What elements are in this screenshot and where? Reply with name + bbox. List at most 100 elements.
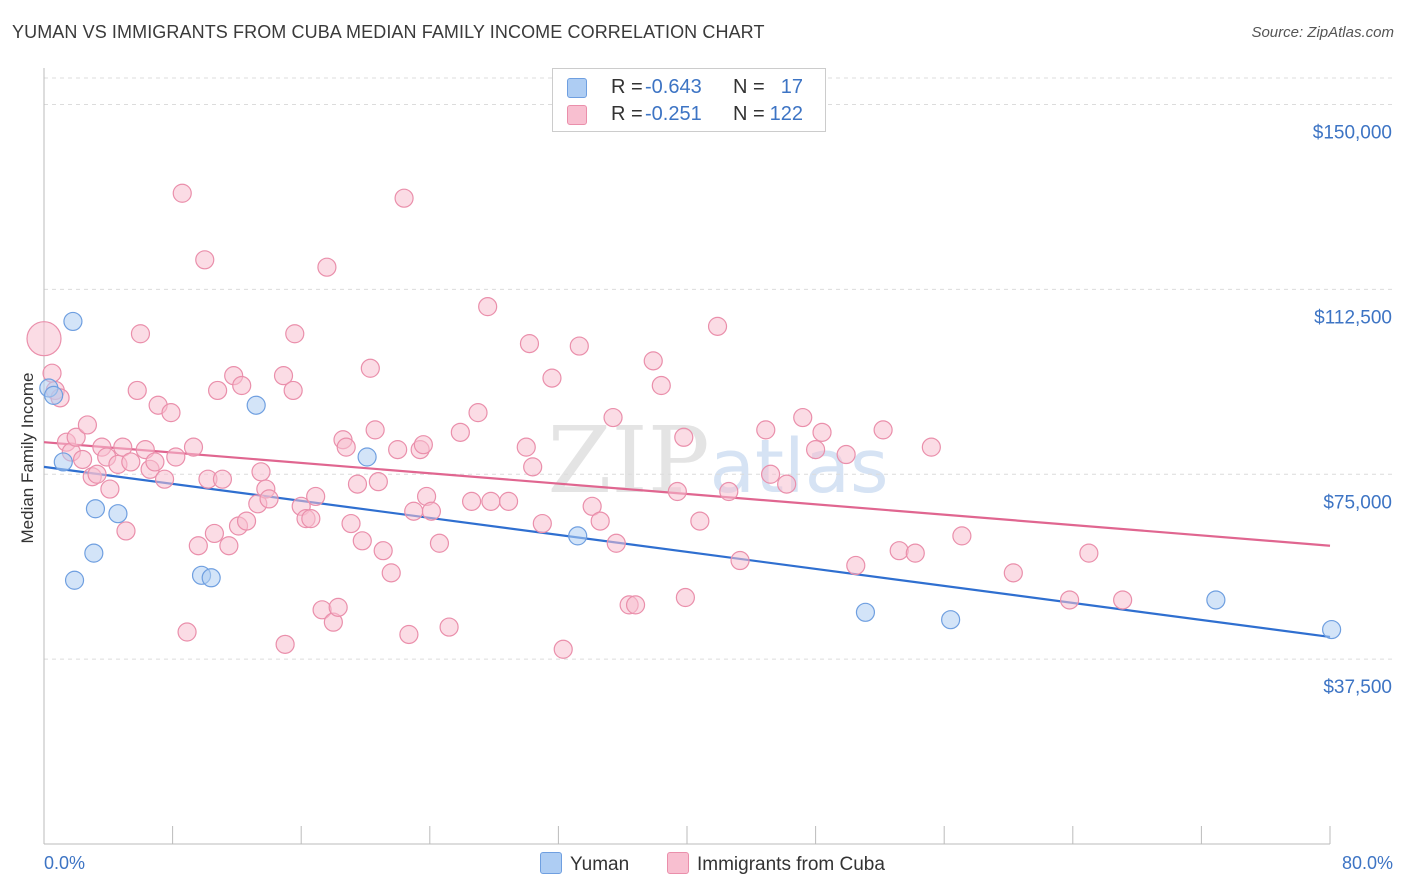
yuman-n-value: 17 bbox=[780, 76, 803, 98]
cuba-point bbox=[606, 533, 626, 553]
yuman-point bbox=[941, 610, 961, 630]
n-label: N = bbox=[733, 76, 765, 98]
cuba-point bbox=[756, 420, 776, 440]
cuba-point bbox=[166, 447, 186, 467]
cuba-point bbox=[421, 501, 442, 521]
cuba-point bbox=[236, 511, 257, 531]
cuba-point bbox=[777, 474, 797, 494]
cuba-point bbox=[516, 437, 536, 457]
yuman-r-value: -0.643 bbox=[645, 76, 702, 98]
cuba-point bbox=[72, 449, 93, 470]
cuba-point bbox=[275, 634, 295, 654]
cuba-point bbox=[251, 462, 271, 482]
cuba-legend-swatch bbox=[667, 852, 689, 874]
yuman-point bbox=[44, 385, 64, 405]
cuba-point bbox=[66, 427, 86, 447]
cuba-point bbox=[204, 523, 224, 544]
yuman-point bbox=[855, 602, 876, 622]
cuba-point bbox=[328, 597, 348, 617]
cuba-point bbox=[360, 358, 380, 378]
cuba-point bbox=[478, 297, 498, 317]
cuba-point bbox=[273, 366, 294, 386]
cuba-point bbox=[172, 183, 192, 203]
yuman-swatch bbox=[567, 78, 587, 98]
yuman-legend-swatch bbox=[540, 852, 562, 874]
cuba-point bbox=[461, 491, 482, 511]
cuba-point bbox=[523, 457, 543, 477]
yuman-point bbox=[246, 395, 266, 415]
y-tick-label: $37,500 bbox=[1323, 677, 1392, 698]
yuman-point bbox=[1206, 590, 1226, 610]
yuman-point bbox=[85, 499, 106, 519]
cuba-point bbox=[590, 511, 610, 531]
cuba-point bbox=[542, 368, 562, 388]
cuba-point bbox=[188, 536, 208, 556]
cuba-point bbox=[365, 420, 385, 440]
yuman-point bbox=[357, 447, 377, 467]
cuba-point bbox=[341, 513, 361, 534]
cuba-point bbox=[667, 481, 687, 502]
cuba-point bbox=[805, 440, 826, 460]
cuba-point bbox=[498, 491, 519, 511]
cuba-r-value: -0.251 bbox=[645, 103, 702, 125]
yuman-point bbox=[568, 526, 588, 546]
correlation-legend: R = -0.643 N = 17 R = -0.251 N = 122 bbox=[552, 68, 826, 132]
cuba-point bbox=[394, 188, 414, 208]
cuba-point bbox=[259, 489, 279, 509]
cuba-point bbox=[219, 536, 239, 556]
x-tick-label-min: 0.0% bbox=[44, 853, 85, 873]
cuba-point bbox=[399, 624, 419, 645]
cuba-legend-label: Immigrants from Cuba bbox=[697, 854, 885, 875]
cuba-point bbox=[1059, 590, 1080, 610]
cuba-point bbox=[873, 420, 893, 440]
cuba-point bbox=[1079, 543, 1099, 563]
cuba-point bbox=[481, 491, 501, 511]
cuba-point bbox=[317, 257, 337, 277]
cuba-point bbox=[690, 511, 710, 531]
yuman-point bbox=[64, 570, 85, 590]
cuba-point bbox=[643, 351, 663, 371]
y-tick-label: $75,000 bbox=[1323, 492, 1392, 513]
cuba-point bbox=[582, 496, 602, 516]
cuba-point bbox=[569, 336, 589, 356]
cuba-point bbox=[352, 531, 372, 551]
cuba-point bbox=[719, 481, 739, 502]
cuba-point bbox=[368, 472, 388, 492]
cuba-point bbox=[889, 541, 909, 561]
cuba-point bbox=[760, 464, 781, 484]
cuba-point bbox=[603, 407, 623, 428]
cuba-point bbox=[373, 541, 393, 561]
cuba-point bbox=[846, 555, 866, 576]
cuba-point bbox=[347, 474, 368, 494]
watermark: ZIPatlas bbox=[548, 407, 889, 514]
cuba-point bbox=[232, 375, 252, 396]
legend-row-cuba: R = -0.251 N = 122 bbox=[553, 101, 825, 127]
cuba-point bbox=[921, 437, 941, 457]
cuba-point bbox=[651, 375, 671, 396]
cuba-point bbox=[381, 563, 401, 583]
cuba-point bbox=[1113, 590, 1133, 610]
x-tick-label-max: 80.0% bbox=[1342, 853, 1393, 873]
cuba-point bbox=[793, 407, 813, 428]
cuba-point bbox=[952, 526, 972, 546]
cuba-point bbox=[283, 380, 303, 401]
cuba-swatch bbox=[567, 105, 587, 125]
yuman-legend-label: Yuman bbox=[570, 854, 630, 875]
cuba-point bbox=[450, 422, 470, 442]
cuba-point bbox=[208, 380, 228, 401]
cuba-point bbox=[195, 250, 215, 270]
cuba-point bbox=[130, 324, 151, 344]
cuba-point bbox=[285, 324, 305, 344]
cuba-point bbox=[439, 617, 459, 637]
cuba-point bbox=[812, 422, 832, 442]
cuba-point bbox=[121, 452, 141, 472]
cuba-point bbox=[1003, 563, 1023, 583]
cuba-point bbox=[468, 403, 488, 423]
yuman-point bbox=[53, 452, 73, 472]
cuba-point bbox=[675, 587, 695, 608]
legend-row-yuman: R = -0.643 N = 17 bbox=[553, 74, 825, 100]
y-tick-label: $112,500 bbox=[1314, 307, 1392, 328]
yuman-point bbox=[108, 504, 128, 524]
cuba-point bbox=[154, 469, 175, 489]
cuba-point bbox=[116, 521, 136, 541]
